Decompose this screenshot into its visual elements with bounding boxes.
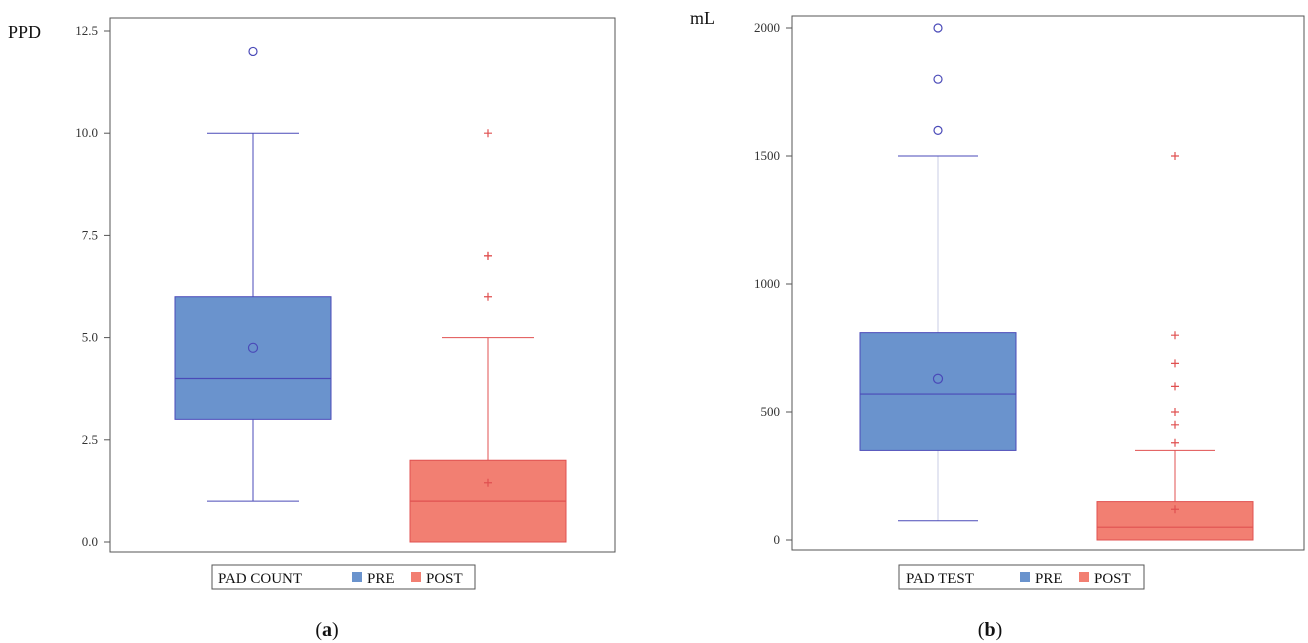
panel-b-post-outlier [1171,331,1179,340]
panel-b-y-tick-label: 500 [761,404,781,419]
panel-b-pre-mean-marker [932,373,944,384]
panel-a: PPD 0.0 2.5 5.0 7.5 10.0 12.5 PAD COUNT PRE P… [8,17,616,641]
panel-b-post-outlier [1171,438,1179,447]
panel-a-pre-mean-marker [247,342,259,353]
panel-a-pre-box [174,296,332,420]
panel-b-post-outlier [1171,359,1179,368]
panel-a-post-outlier [484,251,492,260]
panel-b-pre-box [859,332,1017,451]
panel-b-plot-frame [791,15,1305,551]
panel-a-legend-swatch-post [411,572,421,582]
panel-a-y-axis: 0.0 2.5 5.0 7.5 10.0 12.5 [75,23,110,549]
panel-b-legend-post: POST [1094,571,1131,587]
panel-a-pre-outlier [248,46,258,57]
panel-a-y-tick-label: 7.5 [82,227,98,242]
panel-a-post-outlier [484,292,492,301]
panel-b-legend-swatch-post [1079,572,1089,582]
panel-a-caption: (a) [315,619,338,641]
panel-b-post-outlier [1171,382,1179,391]
panel-b-pre-outlier [933,125,943,135]
panel-a-boxes [174,46,567,543]
panel-b-y-axis: 0 500 1000 1500 2000 [754,20,792,547]
panel-a-plot-frame [109,17,616,553]
panel-b-post-outlier [1171,420,1179,429]
panel-b-y-axis-label: mL [690,8,715,28]
panel-a-legend: PAD COUNT PRE POST [211,564,476,590]
panel-b-y-tick-label: 1500 [754,148,780,163]
panel-a-legend-frame [211,564,476,590]
panel-b-post-mean-marker [1171,505,1179,514]
panel-b-caption: (b) [978,619,1002,641]
panel-a-y-tick-label: 10.0 [75,125,98,140]
panel-a-post-outlier [484,129,492,138]
panel-a-legend-title: PAD COUNT [218,571,302,587]
panel-a-legend-post: POST [426,571,463,587]
panel-b-boxes [859,23,1254,541]
panel-a-caption-letter: a [322,619,332,641]
panel-b-legend-title: PAD TEST [906,571,974,587]
panel-b-pre-outlier [933,23,943,33]
panel-b-legend-pre: PRE [1035,571,1063,587]
panel-b-pre-outlier [933,74,943,84]
panel-b-caption-letter: b [984,619,995,641]
panel-b-post-outlier [1171,152,1179,160]
panel-b-legend-swatch-pre [1020,572,1030,582]
panel-a-y-axis-label: PPD [8,22,41,42]
panel-a-post-mean-marker [484,478,492,487]
panel-a-y-tick-label: 12.5 [75,23,98,38]
panel-b-post-outlier [1171,408,1179,416]
panel-a-legend-swatch-pre [352,572,362,582]
panel-a-legend-pre: PRE [367,571,395,587]
panel-b: mL 0 500 1000 1500 2000 PAD TEST PRE POST (b… [690,8,1305,641]
panel-b-y-tick-label: 0 [774,532,781,547]
panel-a-y-tick-label: 0.0 [82,534,98,549]
panel-a-y-tick-label: 2.5 [82,432,98,447]
panel-b-legend: PAD TEST PRE POST [898,564,1145,590]
panel-b-y-tick-label: 2000 [754,20,780,35]
panel-a-y-tick-label: 5.0 [82,330,98,345]
panel-b-y-tick-label: 1000 [754,276,780,291]
